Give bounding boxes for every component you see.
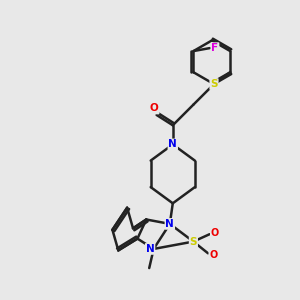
Text: O: O [209,250,217,260]
Text: N: N [168,140,177,149]
Text: S: S [210,79,218,89]
Text: F: F [212,43,218,53]
Text: O: O [211,228,219,238]
Text: N: N [146,244,154,254]
Text: O: O [150,103,159,113]
Text: S: S [190,237,197,247]
Text: N: N [166,219,174,229]
